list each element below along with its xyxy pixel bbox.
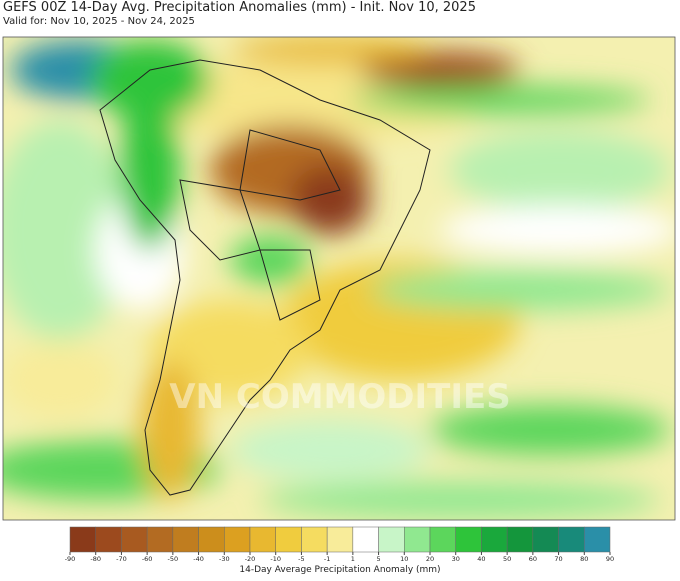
colorbar-box [198,526,225,553]
colorbar-box [584,526,611,553]
colorbar-tick-label: -5 [298,555,304,563]
colorbar-tick-label: 60 [529,555,537,563]
colorbar-box [481,526,508,553]
colorbar-tick-label: 80 [580,555,588,563]
colorbar-tick-label: 90 [606,555,614,563]
colorbar: -90 -80 -70 -60 -50 -40 -30 -20 -10 -5 -1 1 5 10 20 30 4… [65,526,614,563]
watermark: VN COMMODITIES [169,377,510,417]
map-title: GEFS 00Z 14-Day Avg. Precipitation Anoma… [3,0,476,15]
colorbar-box [121,526,148,553]
colorbar-tick-label: -90 [65,555,76,563]
colorbar-tick-label: 50 [503,555,511,563]
colorbar-box [455,526,482,553]
colorbar-tick-label: 70 [554,555,562,563]
colorbar-box [146,526,174,553]
colorbar-tick-label: -40 [193,555,204,563]
colorbar-tick-label: 5 [377,555,381,563]
colorbar-tick-label: -20 [245,555,256,563]
colorbar-box [172,526,199,553]
colorbar-box [249,526,276,553]
colorbar-box [326,526,354,553]
colorbar-box [95,526,122,553]
map-frame [2,36,676,521]
colorbar-tick-label: -30 [219,555,230,563]
colorbar-box [404,526,431,553]
colorbar-tick-label: 40 [477,555,485,563]
colorbar-tick-label: 20 [426,555,434,563]
anomaly-field: VN COMMODITIES [3,37,675,520]
colorbar-box [352,526,379,553]
colorbar-tick-label: 10 [400,555,408,563]
colorbar-tick-label: -10 [270,555,281,563]
colorbar-label: 14-Day Average Precipitation Anomaly (mm… [239,565,440,575]
colorbar-tick-label: -50 [168,555,179,563]
colorbar-box [558,526,585,553]
colorbar-tick-label: 30 [452,555,460,563]
colorbar-tick-label: -60 [142,555,153,563]
coastline [99,59,431,496]
colorbar-box [224,526,251,553]
colorbar-box [275,526,302,553]
colorbar-box [506,526,534,553]
colorbar-box [69,526,96,553]
colorbar-tick-label: -70 [116,555,127,563]
colorbar-tick-label: -1 [324,555,330,563]
map-subtitle: Valid for: Nov 10, 2025 - Nov 24, 2025 [3,16,195,27]
colorbar-box [532,526,559,553]
colorbar-box [301,526,328,553]
colorbar-tick-label: 1 [351,555,355,563]
colorbar-box [429,526,456,553]
colorbar-box [378,526,405,553]
colorbar-tick-label: -80 [90,555,101,563]
